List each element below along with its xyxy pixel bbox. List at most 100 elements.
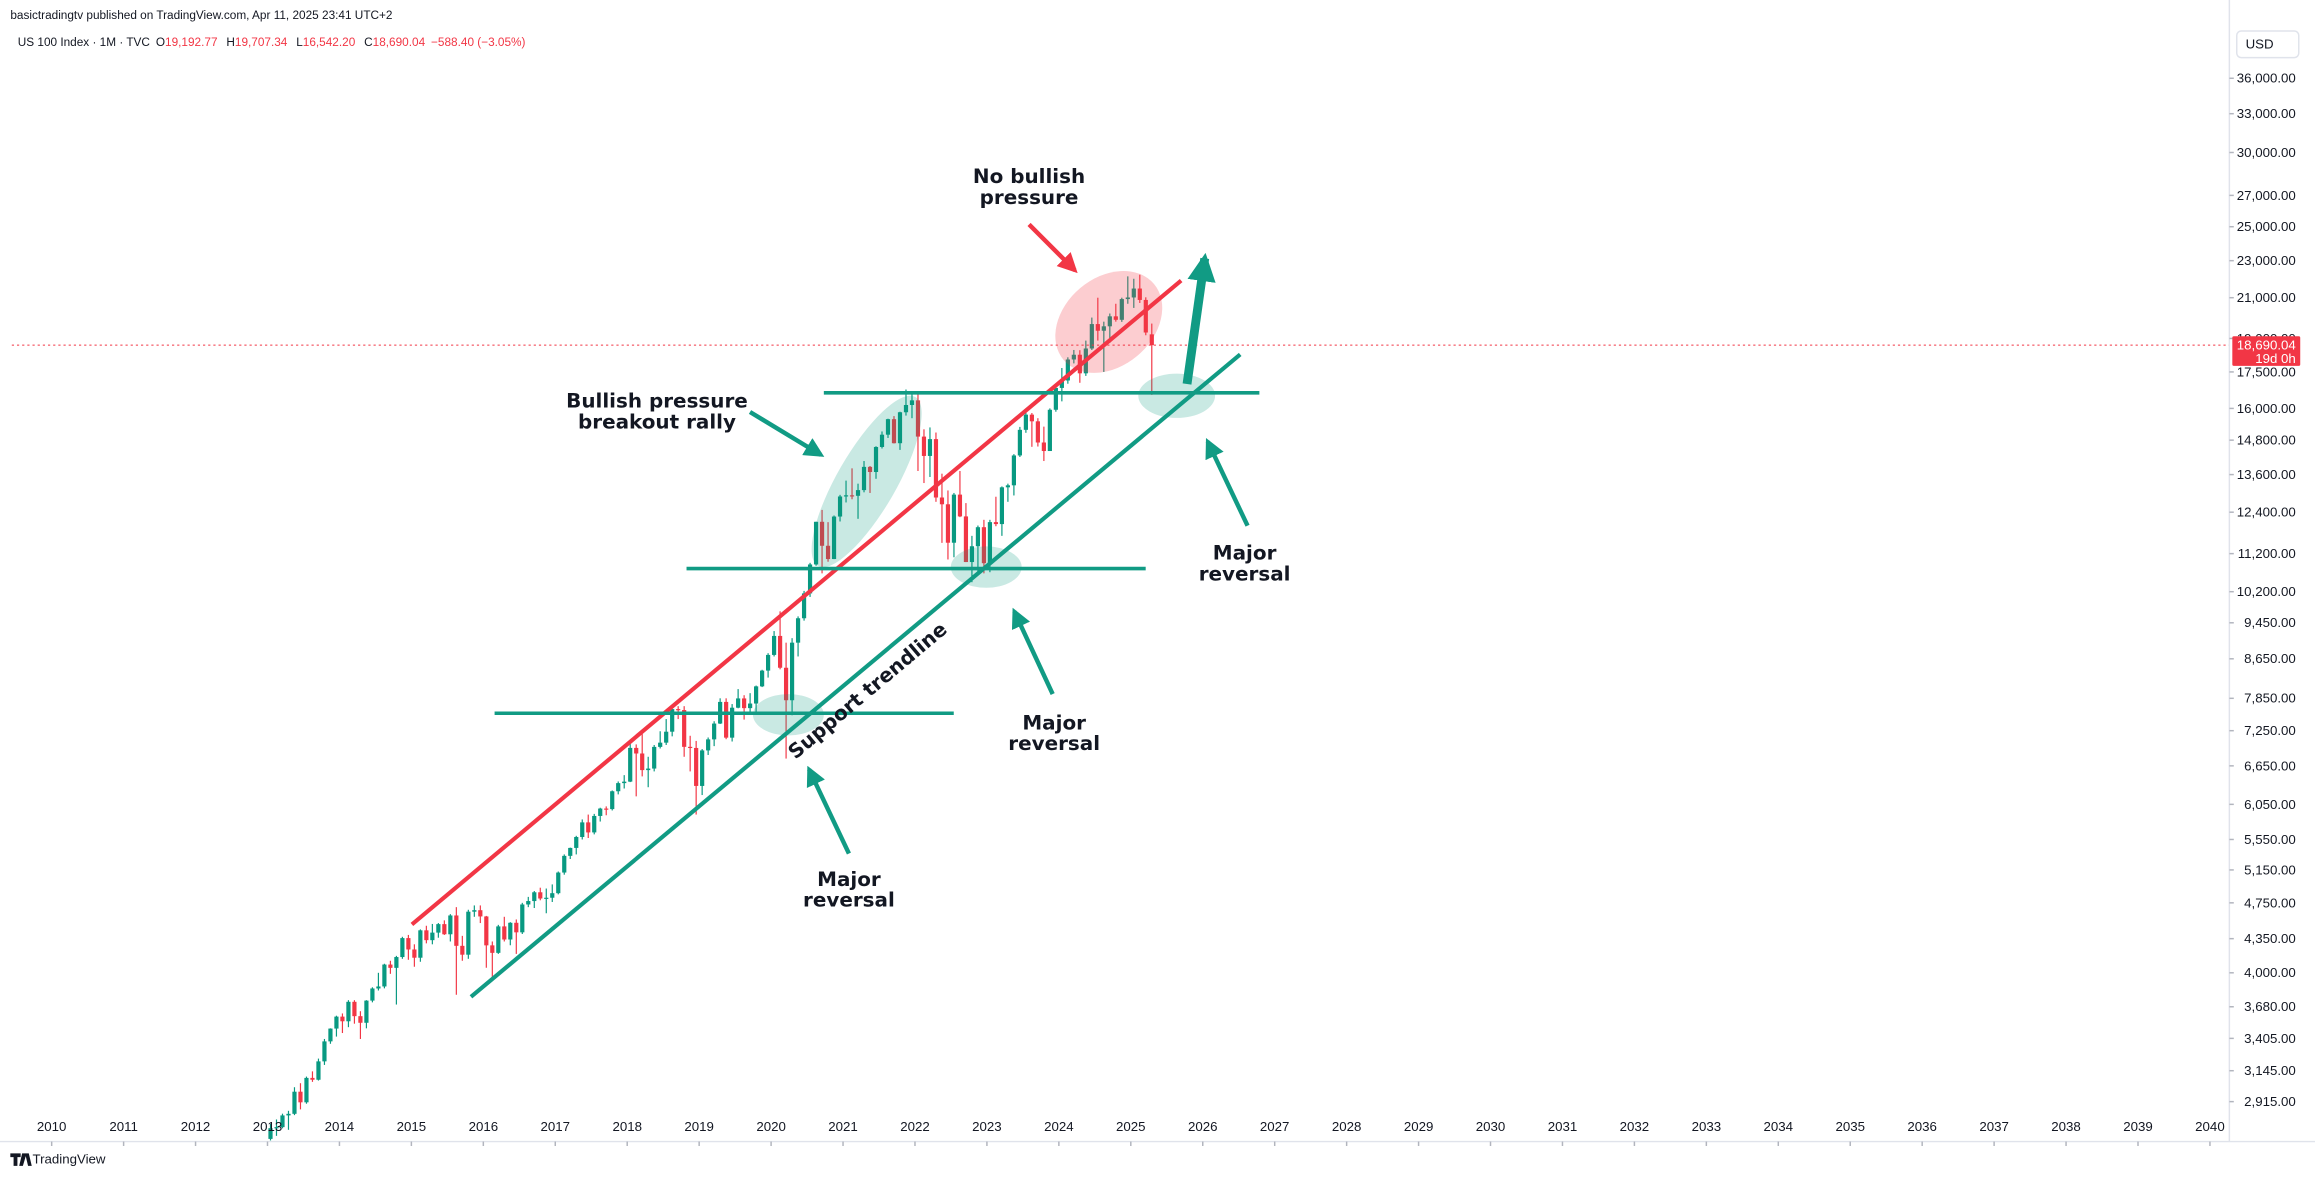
candle-body xyxy=(310,1077,315,1080)
candle-body xyxy=(430,932,435,941)
x-tick-label: 2029 xyxy=(1404,1119,1434,1134)
candle-body xyxy=(748,703,753,709)
candle-body xyxy=(945,504,951,543)
candle-body xyxy=(340,1016,345,1022)
candle-body xyxy=(622,781,627,784)
x-tick-label: 2015 xyxy=(397,1119,427,1134)
y-tick-label: 6,650.00 xyxy=(2244,758,2296,773)
candle-body xyxy=(436,924,441,933)
x-tick-label: 2026 xyxy=(1188,1119,1218,1134)
candle-body xyxy=(867,466,873,473)
x-tick-label: 2037 xyxy=(1979,1119,2009,1134)
candle-body xyxy=(736,698,741,708)
candle-body xyxy=(376,986,381,989)
candle-body xyxy=(634,747,639,754)
candle-body xyxy=(532,892,537,902)
candle-body xyxy=(1017,429,1022,456)
symbol-legend: US 100 Index · 1M · TVC O19,192.77 H19,707… xyxy=(18,35,526,49)
y-tick-label: 4,000.00 xyxy=(2244,965,2296,980)
legend-value: 18,690.04 xyxy=(373,35,426,49)
highlight xyxy=(1055,271,1163,373)
y-tick-label: 7,250.00 xyxy=(2244,723,2296,738)
candle-body xyxy=(1053,387,1058,410)
candle-body xyxy=(424,930,429,941)
candle-body xyxy=(783,667,789,701)
candle-body xyxy=(951,494,957,543)
annotation-text: Major xyxy=(1213,542,1277,565)
candle-body xyxy=(1035,421,1040,443)
candle-body xyxy=(562,855,567,873)
y-tick-label: 27,000.00 xyxy=(2237,188,2296,203)
candle-body xyxy=(370,988,375,1001)
candle-body xyxy=(724,701,729,738)
x-tick-label: 2021 xyxy=(828,1119,858,1134)
x-tick-label: 2035 xyxy=(1835,1119,1865,1134)
x-tick-label: 2025 xyxy=(1116,1119,1146,1134)
candle-body xyxy=(712,723,717,740)
legend-change: −588.40 (−3.05%) xyxy=(431,35,526,49)
y-tick-label: 13,600.00 xyxy=(2237,467,2296,482)
candle-body xyxy=(765,654,771,671)
brand-name: TradingView xyxy=(32,1152,105,1167)
y-tick-label: 3,405.00 xyxy=(2244,1031,2296,1046)
candle-body xyxy=(274,1127,279,1129)
y-tick-label: 25,000.00 xyxy=(2237,219,2296,234)
x-tick-label: 2038 xyxy=(2051,1119,2081,1134)
candle-body xyxy=(586,822,591,833)
candle-body xyxy=(298,1091,303,1103)
candle-body xyxy=(322,1041,327,1062)
y-tick-label: 21,000.00 xyxy=(2237,290,2296,305)
candle-body xyxy=(975,527,981,547)
y-tick-label: 6,050.00 xyxy=(2244,797,2296,812)
y-tick-label: 8,650.00 xyxy=(2244,651,2296,666)
candle-body xyxy=(490,945,495,953)
candle-body xyxy=(963,516,969,563)
candle-body xyxy=(568,847,573,856)
candle-body xyxy=(658,742,663,747)
x-tick-label: 2032 xyxy=(1620,1119,1650,1134)
symbol: US 100 Index · 1M · TVC xyxy=(18,35,151,49)
candle-body xyxy=(1047,409,1052,452)
candle-body xyxy=(909,400,915,405)
annotations: No bullish pressure Bullish pressure bre… xyxy=(410,165,1291,999)
candle-body xyxy=(981,527,987,564)
candle-body xyxy=(742,698,747,709)
candle-body xyxy=(640,753,645,771)
candle-body xyxy=(801,593,807,619)
candle-body xyxy=(460,945,465,955)
y-tick-label: 7,850.00 xyxy=(2244,691,2296,706)
candle-body xyxy=(700,750,705,786)
candle-body xyxy=(406,938,411,950)
candle-body xyxy=(364,1000,369,1023)
x-tick-label: 2011 xyxy=(109,1119,138,1134)
candle-body xyxy=(813,521,819,565)
y-tick-label: 33,000.00 xyxy=(2237,106,2296,121)
x-tick-label: 2022 xyxy=(900,1119,930,1134)
candle-body xyxy=(789,642,795,701)
candle-body xyxy=(400,938,405,958)
candle-body xyxy=(346,1001,351,1022)
price-label-box xyxy=(2232,336,2301,366)
candle-body xyxy=(885,419,891,435)
legend-value: 19,707.34 xyxy=(235,35,288,49)
candle-body xyxy=(352,1001,357,1017)
candle-body xyxy=(879,434,885,447)
y-tick-label: 12,400.00 xyxy=(2237,505,2296,520)
candle-body xyxy=(730,707,735,738)
candle-body xyxy=(1089,324,1094,349)
x-tick-label: 2012 xyxy=(181,1119,211,1134)
candle-body xyxy=(502,926,507,940)
annotation-text: breakout rally xyxy=(578,410,736,433)
y-tick-label: 3,145.00 xyxy=(2244,1063,2296,1078)
candle-body xyxy=(508,922,513,940)
candle-body xyxy=(652,746,657,769)
candle-body xyxy=(1071,354,1076,360)
candle-body xyxy=(1005,485,1011,488)
candle-body xyxy=(837,496,843,517)
x-tick-label: 2024 xyxy=(1044,1119,1074,1134)
candle-body xyxy=(1023,414,1028,430)
candle-body xyxy=(682,710,687,747)
x-tick-label: 2027 xyxy=(1260,1119,1290,1134)
arrow xyxy=(1182,252,1216,385)
